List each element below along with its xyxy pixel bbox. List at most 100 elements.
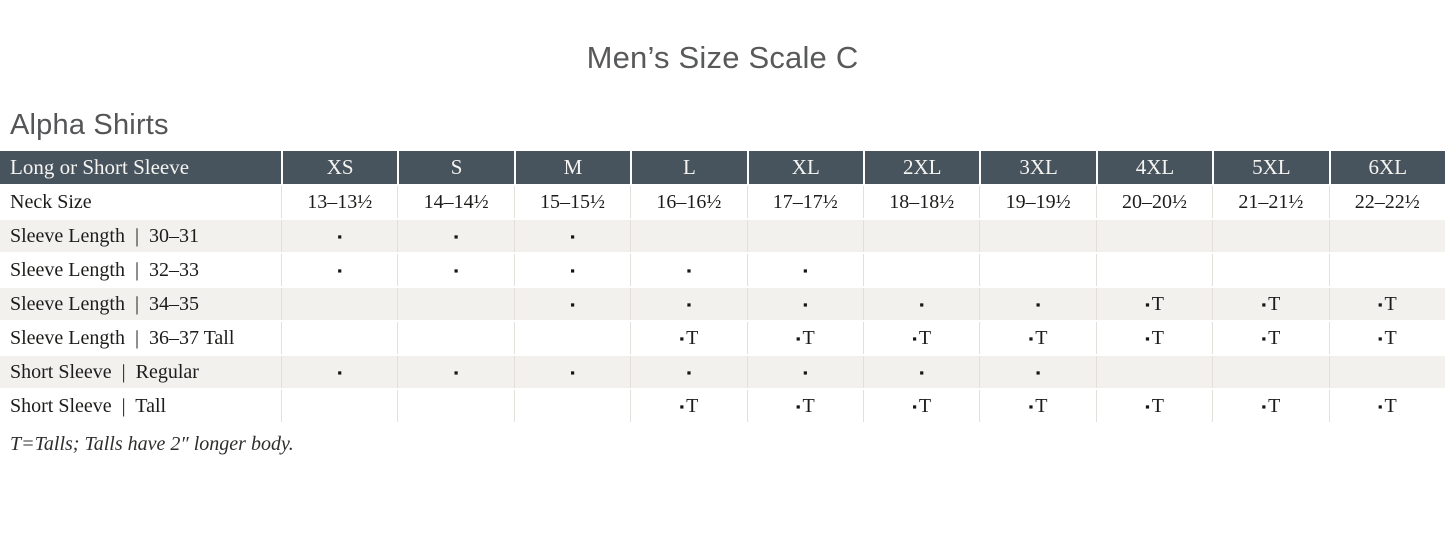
column-header: 5XL [1212,151,1328,184]
size-cell [1095,220,1212,252]
size-cell: ▪ [630,254,746,286]
size-cell [863,220,979,252]
column-header: XL [746,151,863,184]
size-cell: ▪ T [1212,390,1328,422]
size-cell [1095,254,1212,286]
availability-dot-icon: ▪ [919,296,924,312]
column-header: 3XL [979,151,1095,184]
availability-dot-icon: ▪ [1028,330,1034,346]
size-cell: ▪ T [746,390,863,422]
row-label: Sleeve Length | 34–35 [10,292,199,315]
size-cell: ▪ [397,356,513,388]
size-cell: ▪ [863,288,979,320]
column-header: XS [281,151,397,184]
size-cell: ▪ [630,288,746,320]
row-label: Sleeve Length | 36–37 Tall [10,326,235,349]
table-row: Sleeve Length | 30–31 ▪ ▪ ▪ [0,220,1445,254]
tall-marker: T [1384,394,1397,417]
table-row: Neck Size 13–13½ 14–14½ 15–15½ 16–16½ 17–17½ 1… [0,186,1445,220]
availability-dot-icon: ▪ [1261,330,1267,346]
size-cell [863,254,979,286]
size-cell [1328,254,1445,286]
size-cell: ▪ [397,254,513,286]
tall-marker: T [1384,292,1397,315]
size-cell [281,288,397,320]
column-header: 6XL [1328,151,1445,184]
tall-marker: T [1268,394,1281,417]
size-cell: ▪ [746,356,863,388]
size-cell: 19–19½ [979,186,1095,218]
size-cell: ▪ T [979,390,1095,422]
size-cell [513,390,630,422]
availability-dot-icon: ▪ [453,262,459,278]
size-cell: 18–18½ [863,186,979,218]
size-cell [746,220,863,252]
size-scale-page: Men’s Size Scale C Alpha Shirts Long or … [0,40,1445,456]
row-label: Short Sleeve | Regular [10,360,199,383]
tall-marker: T [802,394,815,417]
size-cell [1328,220,1445,252]
availability-dot-icon: ▪ [795,398,801,414]
availability-dot-icon: ▪ [570,296,575,312]
size-cell: ▪ [630,356,746,388]
availability-dot-icon: ▪ [795,330,801,346]
size-cell [979,254,1095,286]
section-heading: Alpha Shirts [10,109,169,141]
availability-dot-icon: ▪ [686,296,692,312]
availability-dot-icon: ▪ [1377,330,1383,346]
availability-dot-icon: ▪ [1145,296,1150,312]
size-cell [1095,356,1212,388]
size-cell: ▪ T [746,322,863,354]
size-cell: ▪ T [1328,288,1445,320]
table-row: Short Sleeve | Regular ▪ ▪ ▪ ▪ ▪ ▪ ▪ [0,356,1445,390]
availability-dot-icon: ▪ [453,228,459,244]
column-header: M [513,151,630,184]
tall-marker: T [1035,326,1048,349]
tall-marker: T [686,394,699,417]
tall-marker: T [802,326,815,349]
row-label: Short Sleeve | Tall [10,394,167,417]
size-cell [397,390,513,422]
size-cell: 16–16½ [630,186,746,218]
size-cell [630,220,746,252]
row-label: Neck Size [10,190,92,213]
size-cell [1212,254,1328,286]
row-label: Sleeve Length | 32–33 [10,258,199,281]
size-cell [281,390,397,422]
size-cell: ▪ T [1212,288,1328,320]
availability-dot-icon: ▪ [453,364,459,380]
availability-dot-icon: ▪ [802,296,808,312]
size-cell: ▪ [397,220,513,252]
availability-dot-icon: ▪ [1377,296,1383,312]
size-cell [979,220,1095,252]
size-cell: ▪ T [1095,322,1212,354]
size-cell: ▪ T [1212,322,1328,354]
footnote: T=Talls; Talls have 2″ longer body. [10,433,294,455]
tall-marker: T [918,326,932,349]
availability-dot-icon: ▪ [1377,398,1383,414]
size-cell: 14–14½ [397,186,513,218]
tall-marker: T [1268,292,1281,315]
size-cell: ▪ [746,254,863,286]
column-header: L [630,151,746,184]
row-label: Sleeve Length | 30–31 [10,224,199,247]
size-cell: 22–22½ [1328,186,1445,218]
size-cell: 17–17½ [746,186,863,218]
table-row: Short Sleeve | Tall ▪ T ▪ T ▪ T ▪ T ▪ T ▪ T ▪ T [0,390,1445,424]
availability-dot-icon: ▪ [802,262,808,278]
size-cell: ▪ T [1095,288,1212,320]
size-cell: ▪ [281,356,397,388]
size-cell [281,322,397,354]
size-cell: ▪ T [863,390,979,422]
table-row: Sleeve Length | 36–37 Tall ▪ T ▪ T ▪ T ▪ T ▪ T ▪ T ▪ T [0,322,1445,356]
size-cell [1328,356,1445,388]
size-cell [397,288,513,320]
availability-dot-icon: ▪ [686,364,692,380]
availability-dot-icon: ▪ [1035,364,1041,380]
size-cell: ▪ [746,288,863,320]
size-cell [1212,356,1328,388]
availability-dot-icon: ▪ [337,364,342,380]
size-cell: ▪ [863,356,979,388]
column-header-label: Long or Short Sleeve [10,155,190,179]
size-cell: ▪ [979,288,1095,320]
